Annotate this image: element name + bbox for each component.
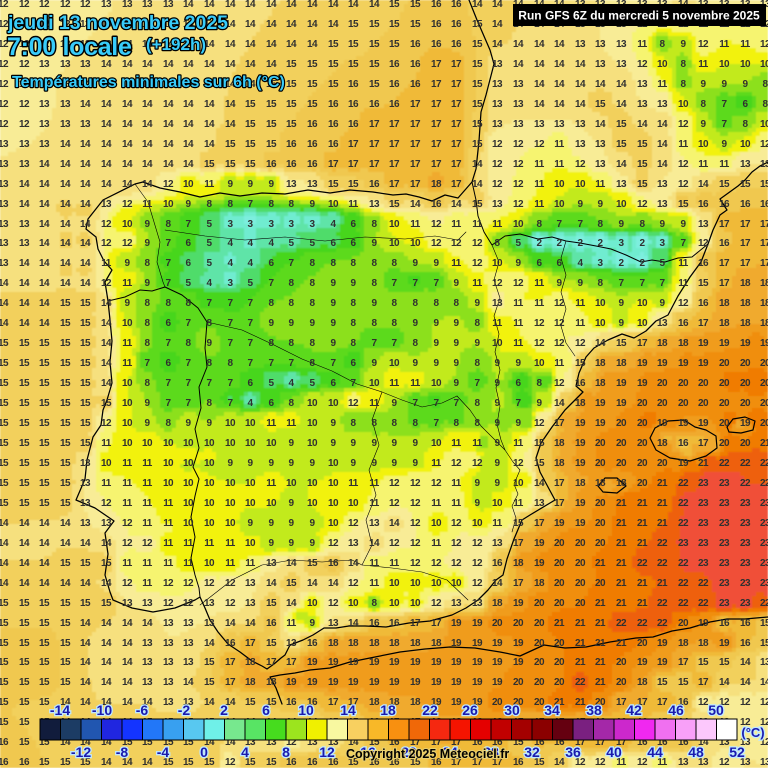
svg-text:13: 13 — [163, 0, 174, 10]
svg-text:14: 14 — [286, 0, 297, 10]
svg-text:12: 12 — [0, 0, 9, 10]
svg-text:14: 14 — [204, 0, 215, 10]
svg-text:12: 12 — [60, 0, 71, 10]
svg-text:14: 14 — [369, 0, 380, 10]
svg-text:14: 14 — [183, 0, 194, 10]
svg-text:14: 14 — [472, 0, 483, 10]
svg-text:12: 12 — [80, 0, 91, 10]
svg-text:12: 12 — [39, 19, 50, 30]
svg-text:15: 15 — [389, 0, 400, 10]
svg-text:13: 13 — [80, 19, 91, 30]
svg-text:13: 13 — [101, 0, 112, 10]
svg-text:14: 14 — [307, 0, 318, 10]
svg-text:14: 14 — [492, 0, 503, 10]
svg-text:13: 13 — [122, 0, 133, 10]
svg-text:12: 12 — [39, 0, 50, 10]
svg-text:14: 14 — [225, 0, 236, 10]
svg-text:12: 12 — [19, 0, 30, 10]
svg-text:16: 16 — [431, 0, 442, 10]
svg-text:16: 16 — [451, 0, 462, 10]
svg-text:12: 12 — [0, 19, 9, 30]
svg-text:12: 12 — [60, 19, 71, 30]
svg-text:14: 14 — [266, 0, 277, 10]
svg-text:14: 14 — [245, 0, 256, 10]
svg-text:13: 13 — [101, 19, 112, 30]
svg-text:14: 14 — [328, 0, 339, 10]
svg-text:14: 14 — [348, 0, 359, 10]
svg-text:12: 12 — [19, 19, 30, 30]
svg-text:15: 15 — [410, 0, 421, 10]
svg-text:13: 13 — [142, 0, 153, 10]
svg-text:13: 13 — [122, 19, 133, 30]
